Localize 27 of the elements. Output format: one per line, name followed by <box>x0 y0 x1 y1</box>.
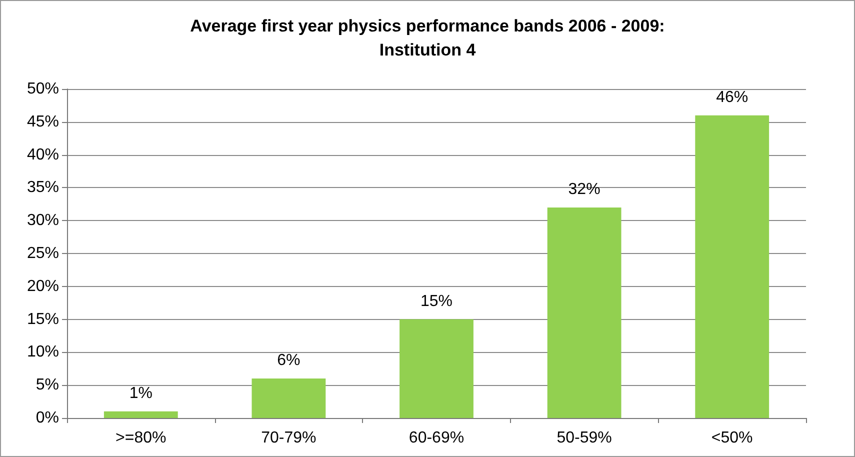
y-tick-label: 25% <box>26 245 59 262</box>
y-tick-label: 40% <box>26 146 59 164</box>
bar <box>547 207 622 418</box>
data-label: 46% <box>716 88 748 106</box>
bar <box>252 378 326 418</box>
data-label: 6% <box>277 352 300 370</box>
y-tick-label: 10% <box>26 344 59 361</box>
x-tick-label: 70-79% <box>261 430 316 446</box>
x-tick-label: <50% <box>711 430 753 446</box>
data-label: 1% <box>129 384 152 402</box>
y-tick-label: 20% <box>26 278 59 295</box>
y-tick-label: 0% <box>36 410 59 426</box>
data-label: 15% <box>420 292 453 310</box>
chart-title: Average first year physics performance bands 2006 - 2009: Institution 4 <box>190 16 665 60</box>
bar <box>695 115 770 418</box>
y-tick-label: 30% <box>26 212 59 230</box>
x-tick-label: 60-69% <box>408 430 464 446</box>
bar <box>400 319 474 418</box>
y-tick-label: 50% <box>26 80 59 98</box>
y-tick-label: 45% <box>26 113 59 130</box>
data-label: 32% <box>568 180 600 198</box>
y-tick-label: 35% <box>26 179 59 196</box>
y-tick-label: 15% <box>26 310 59 328</box>
y-tick-label: 5% <box>36 376 59 394</box>
x-tick-label: >=80% <box>116 430 166 446</box>
x-tick-label: 50-59% <box>556 430 612 446</box>
bar <box>104 411 178 418</box>
